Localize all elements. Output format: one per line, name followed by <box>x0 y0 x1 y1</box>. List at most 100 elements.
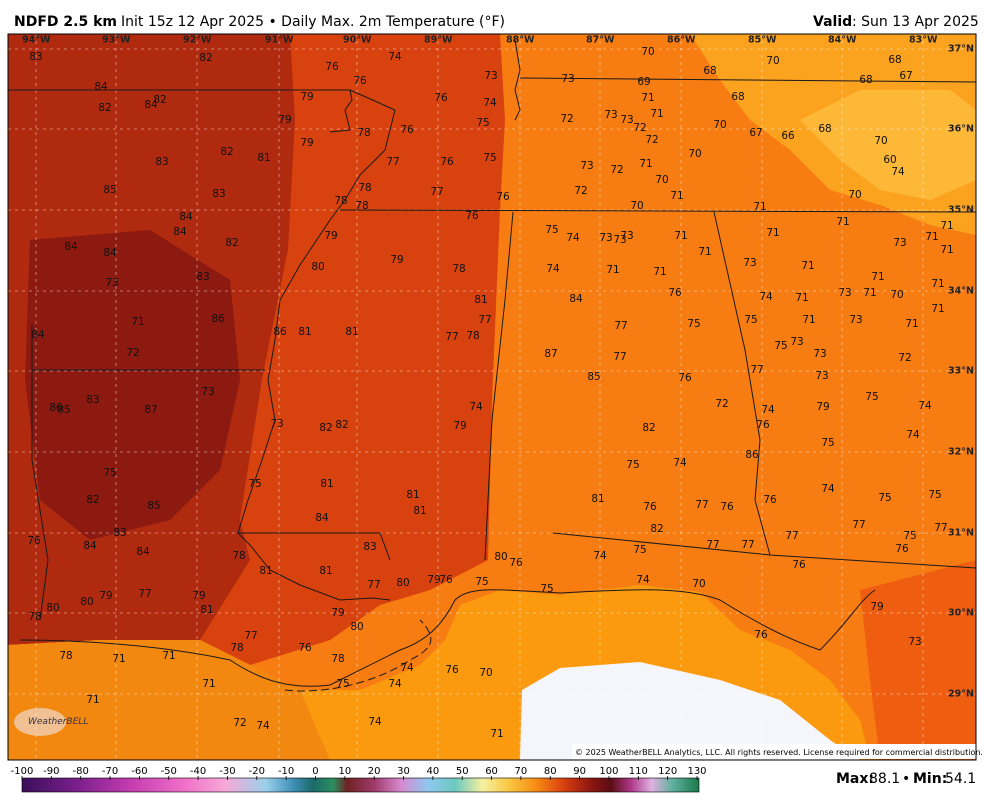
station-temperature: 73 <box>893 237 906 249</box>
station-temperature: 72 <box>610 164 623 176</box>
station-temperature: 77 <box>478 314 491 326</box>
colorbar-tick-label: 70 <box>515 766 528 777</box>
station-temperature: 74 <box>566 232 580 244</box>
copyright-box <box>572 744 976 759</box>
station-labels: 94°W 93°W 92°W 91°W 90°W 89°W 88°W 87°W 86°W 85°W… <box>22 35 974 741</box>
latitude-label: 37°N <box>948 44 974 55</box>
station-temperature: 72 <box>233 717 246 729</box>
station-temperature: 70 <box>655 174 668 186</box>
station-temperature: 83 <box>86 394 99 406</box>
station-temperature: 79 <box>99 590 112 602</box>
colorbar-tick-label: -30 <box>219 766 235 777</box>
station-temperature: 75 <box>103 467 116 479</box>
station-temperature: 71 <box>931 278 944 290</box>
station-temperature: 78 <box>230 642 243 654</box>
station-temperature: 79 <box>331 607 344 619</box>
station-temperature: 85 <box>103 184 116 196</box>
station-temperature: 85 <box>57 404 70 416</box>
longitude-label: 84°W <box>828 35 857 46</box>
station-temperature: 78 <box>28 611 41 623</box>
station-temperature: 80 <box>46 602 59 614</box>
station-temperature: 77 <box>386 156 399 168</box>
station-temperature: 70 <box>874 135 887 147</box>
station-temperature: 78 <box>452 263 465 275</box>
station-temperature: 74 <box>483 97 497 109</box>
station-temperature: 81 <box>298 326 311 338</box>
watermark: WeatherBELL <box>28 717 88 727</box>
station-temperature: 71 <box>766 227 779 239</box>
latitude-label: 34°N <box>948 286 974 297</box>
station-temperature: 74 <box>368 716 382 728</box>
station-temperature: 71 <box>925 231 938 243</box>
station-temperature: 75 <box>336 678 349 690</box>
longitude-label: 85°W <box>748 35 777 46</box>
station-temperature: 75 <box>687 318 700 330</box>
station-temperature: 75 <box>928 489 941 501</box>
station-temperature: 77 <box>934 522 947 534</box>
station-temperature: 73 <box>813 348 826 360</box>
station-temperature: 74 <box>821 483 835 495</box>
state-border <box>238 532 391 561</box>
station-temperature: 84 <box>315 512 329 524</box>
station-temperature: 76 <box>895 543 909 555</box>
station-temperature: 73 <box>790 336 803 348</box>
station-temperature: 71 <box>836 216 849 228</box>
station-temperature: 76 <box>434 92 448 104</box>
station-temperature: 78 <box>355 200 368 212</box>
station-temperature: 75 <box>476 117 489 129</box>
station-temperature: 75 <box>878 492 891 504</box>
station-temperature: 75 <box>540 583 553 595</box>
station-temperature: 74 <box>761 404 775 416</box>
station-temperature: 79 <box>192 590 205 602</box>
station-temperature: 72 <box>126 347 139 359</box>
colorbar-tick-label: 10 <box>338 766 351 777</box>
station-temperature: 76 <box>763 494 777 506</box>
station-temperature: 76 <box>353 75 367 87</box>
station-temperature: 81 <box>591 493 604 505</box>
latitude-label: 31°N <box>948 528 974 539</box>
station-temperature: 83 <box>196 271 209 283</box>
station-temperature: 82 <box>319 422 332 434</box>
longitude-label: 86°W <box>667 35 696 46</box>
station-temperature: 68 <box>859 74 872 86</box>
watermark-logo <box>14 708 66 736</box>
colorbar-tick-label: -20 <box>249 766 265 777</box>
station-temperature: 73 <box>201 386 214 398</box>
station-temperature: 71 <box>112 653 125 665</box>
station-temperature: 70 <box>479 667 492 679</box>
station-temperature: 84 <box>94 81 108 93</box>
station-temperature: 71 <box>86 694 99 706</box>
station-temperature: 71 <box>131 316 144 328</box>
station-temperature: 77 <box>785 530 798 542</box>
station-temperature: 73 <box>620 230 633 242</box>
state-border <box>713 211 771 556</box>
station-temperature: 74 <box>673 457 687 469</box>
station-temperature: 71 <box>940 220 953 232</box>
longitude-label: 92°W <box>183 35 212 46</box>
gulf-water-west <box>8 640 330 760</box>
station-temperature: 77 <box>706 539 719 551</box>
station-temperature: 70 <box>641 46 654 58</box>
station-temperature: 85 <box>147 500 160 512</box>
station-temperature: 71 <box>871 271 884 283</box>
colorbar-tick-label: -50 <box>161 766 177 777</box>
station-temperature: 70 <box>692 578 705 590</box>
station-temperature: 71 <box>670 190 683 202</box>
station-temperature: 71 <box>490 728 503 740</box>
station-temperature: 84 <box>83 540 97 552</box>
station-temperature: 68 <box>818 123 831 135</box>
station-temperature: 73 <box>561 73 574 85</box>
colorbar-tick-label: 90 <box>573 766 586 777</box>
colorbar-tick-label: 0 <box>312 766 318 777</box>
station-temperature: 84 <box>136 546 150 558</box>
station-temperature: 75 <box>633 544 646 556</box>
colorbar-tick-label: 20 <box>368 766 381 777</box>
colorbar-ramp <box>21 777 700 793</box>
station-temperature: 73 <box>815 370 828 382</box>
station-temperature: 70 <box>713 119 726 131</box>
colorbar-tick-label: -60 <box>131 766 147 777</box>
station-temperature: 81 <box>259 565 272 577</box>
station-temperature: 77 <box>852 519 865 531</box>
